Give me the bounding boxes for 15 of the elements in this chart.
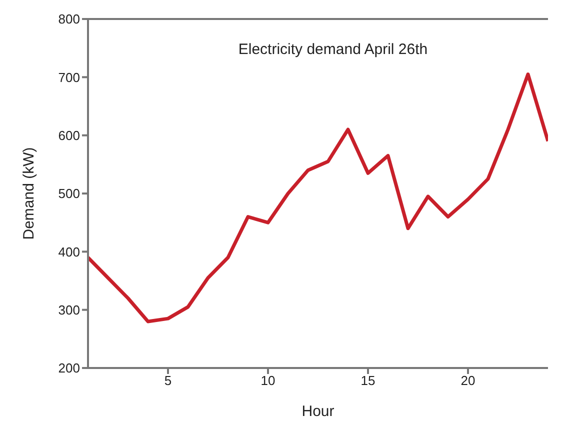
y-tick-label: 300 [58, 302, 80, 318]
y-tick-label: 200 [58, 360, 80, 376]
x-tick-label: 20 [460, 373, 476, 388]
y-tick-label: 500 [58, 186, 80, 202]
y-tick-label: 600 [58, 128, 80, 143]
x-tick-label: 10 [260, 373, 276, 388]
x-axis-title: Hour [302, 403, 334, 420]
line-series [88, 72, 548, 324]
y-tick-label: 800 [58, 12, 80, 27]
text: Electricity demand April 26th [238, 41, 428, 58]
x-tick-label: 5 [164, 373, 172, 388]
x-tick-label: 15 [360, 373, 376, 388]
y-axis-title: Demand (kW) [20, 147, 38, 240]
y-tick-label: 700 [58, 70, 80, 85]
y-tick-label: 400 [58, 244, 80, 260]
